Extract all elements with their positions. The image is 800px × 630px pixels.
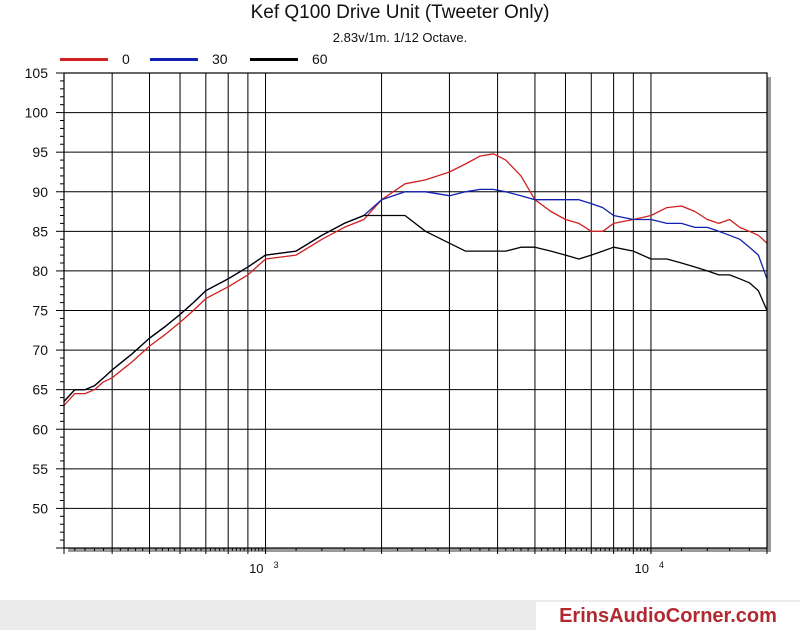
y-tick-label: 80	[32, 263, 48, 279]
legend-swatch-60	[250, 58, 298, 61]
frequency-response-plot: 50 55 60 65 70 75 80 85 90 95 100 105 10 3 10 4	[25, 65, 771, 576]
chart-subtitle: 2.83v/1m. 1/12 Octave.	[332, 30, 468, 45]
y-tick-label: 100	[25, 105, 49, 121]
y-tick-label: 95	[32, 144, 48, 160]
y-tick-label: 75	[32, 303, 48, 319]
x-tick-label: 10	[635, 561, 649, 576]
legend-label-60: 60	[312, 51, 328, 67]
legend-swatch-0	[60, 58, 108, 61]
y-tick-label: 50	[32, 500, 48, 516]
x-tick-label: 10	[249, 561, 263, 576]
series-line-60	[63, 214, 768, 402]
y-tick-label: 65	[32, 382, 48, 398]
series-line-0	[63, 153, 768, 406]
y-tick-label: 90	[32, 184, 48, 200]
y-tick-label: 55	[32, 461, 48, 477]
legend-swatch-30	[150, 58, 198, 61]
y-tick-label: 60	[32, 421, 48, 437]
x-tick-exponent: 3	[274, 560, 279, 570]
chart-title: Kef Q100 Drive Unit (Tweeter Only)	[250, 2, 550, 23]
legend-label-0: 0	[122, 51, 130, 67]
y-tick-label: 105	[25, 65, 49, 81]
x-tick-exponent: 4	[659, 560, 664, 570]
plot-border	[63, 72, 768, 549]
legend-label-30: 30	[212, 51, 228, 67]
site-brand: ErinsAudioCorner.com	[536, 602, 800, 630]
y-tick-label: 70	[32, 342, 48, 358]
y-tick-label: 85	[32, 223, 48, 239]
